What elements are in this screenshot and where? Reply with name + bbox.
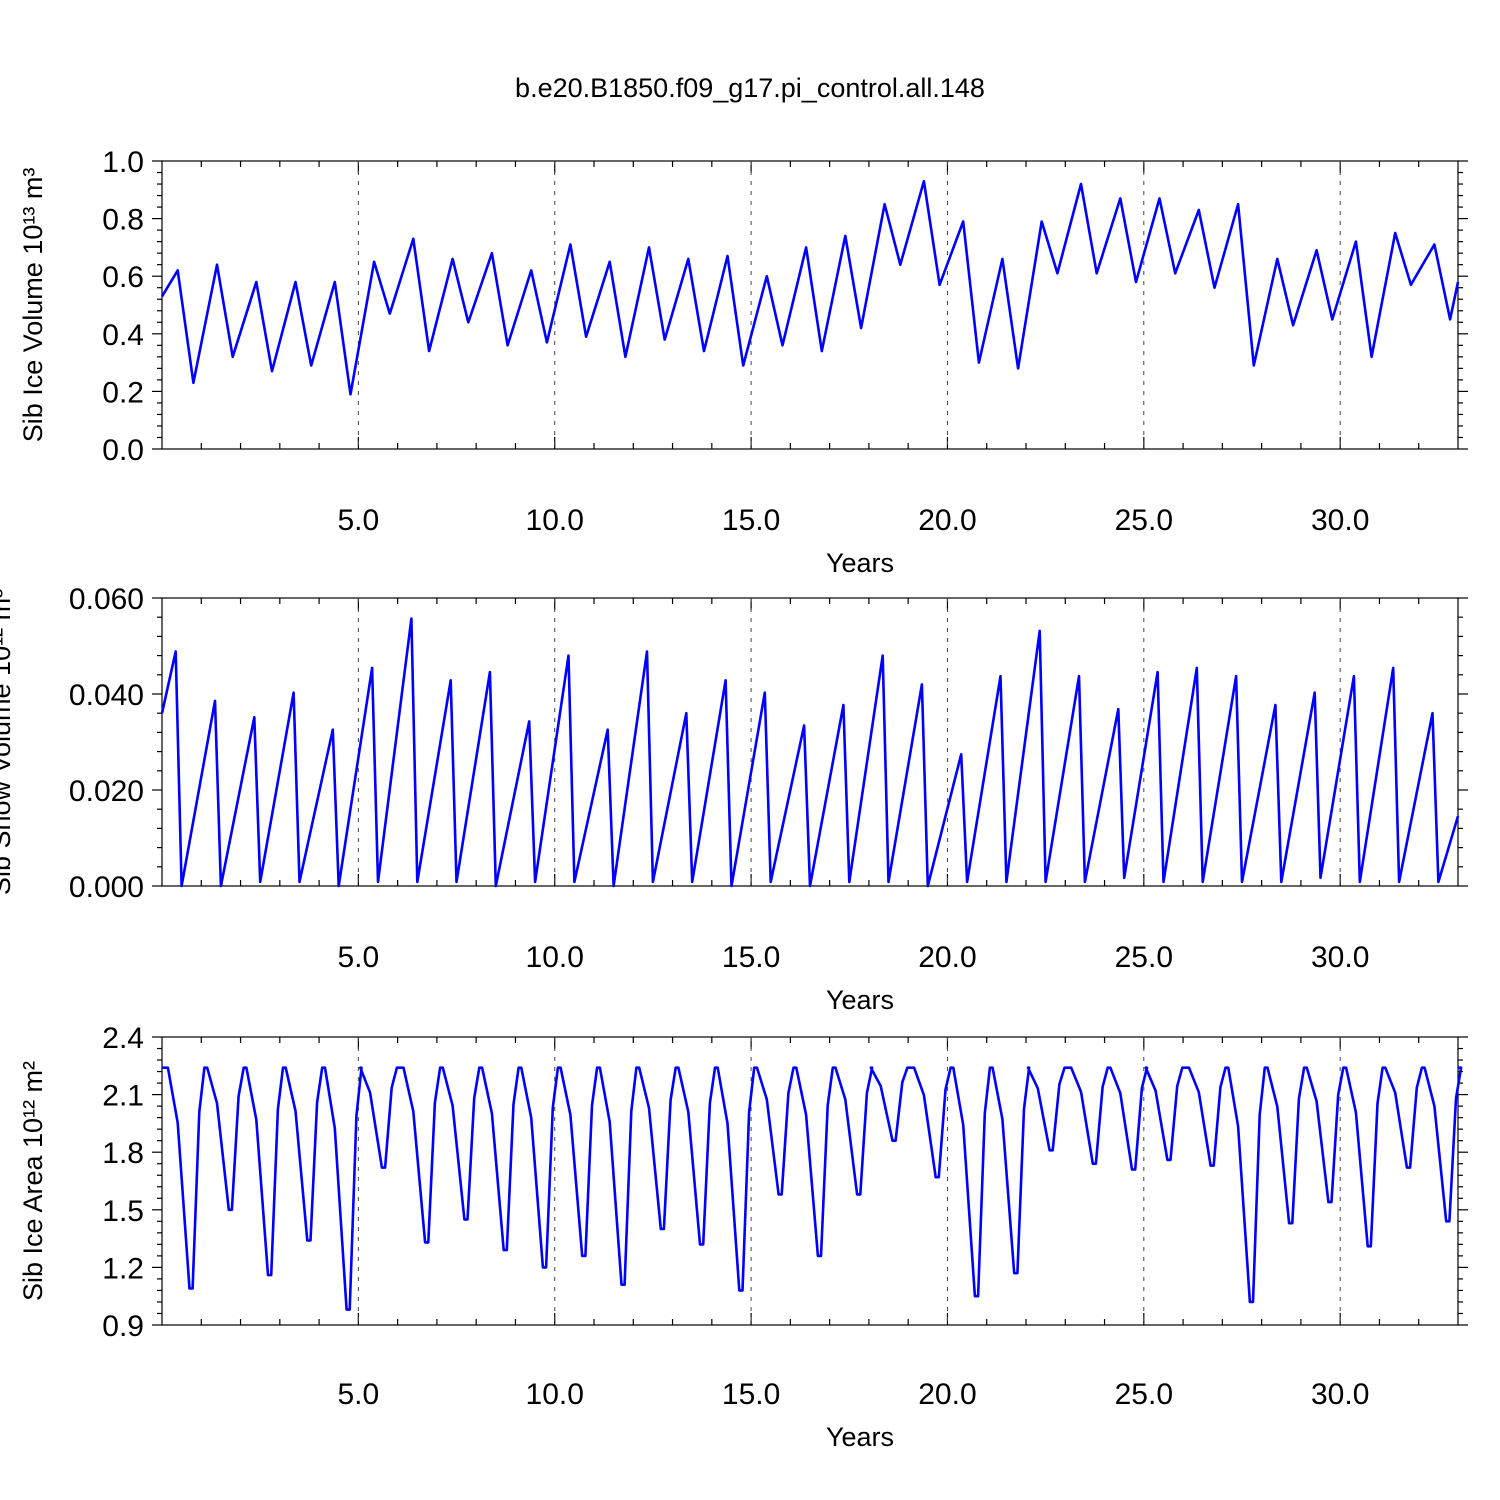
x-tick-label: 25.0 bbox=[1115, 1378, 1173, 1411]
panels: 5.0 10.0 15.0 20.0 25.0 30.0 0.0 0.2 0.4 0.6 0.8 1.… bbox=[0, 146, 1468, 1452]
x-tick-label: 10.0 bbox=[526, 941, 584, 974]
x-tick-label: 5.0 bbox=[338, 1378, 380, 1411]
y-axis-label: Sib Snow Volume 10¹² m³ bbox=[0, 589, 16, 895]
x-axis-label: Years bbox=[826, 548, 894, 578]
x-tick-label: 30.0 bbox=[1311, 1378, 1369, 1411]
x-tick-label: 25.0 bbox=[1115, 504, 1173, 537]
x-tick-label: 10.0 bbox=[526, 1378, 584, 1411]
y-tick-label: 1.5 bbox=[102, 1195, 144, 1228]
y-tick-label: 0.020 bbox=[69, 775, 144, 808]
plot-frame bbox=[161, 1036, 1459, 1326]
plot-frame bbox=[161, 597, 1459, 887]
figure-title: b.e20.B1850.f09_g17.pi_control.all.148 bbox=[515, 73, 985, 103]
y-axis-label: Sib Ice Area 10¹² m² bbox=[18, 1061, 48, 1301]
y-tick-label: 0.2 bbox=[102, 376, 144, 409]
chart-panel-2: 5.0 10.0 15.0 20.0 25.0 30.0 0.000 0.020 0.040 0.… bbox=[0, 583, 1468, 1015]
y-tick-label: 2.1 bbox=[102, 1080, 144, 1113]
x-tick-label: 30.0 bbox=[1311, 504, 1369, 537]
x-tick-label: 25.0 bbox=[1115, 941, 1173, 974]
y-axis-label: Sib Ice Volume 10¹³ m³ bbox=[18, 168, 48, 443]
y-tick-label: 1.2 bbox=[102, 1252, 144, 1285]
x-tick-label: 15.0 bbox=[722, 1378, 780, 1411]
x-tick-label: 20.0 bbox=[918, 1378, 976, 1411]
y-tick-label: 1.0 bbox=[102, 146, 144, 179]
x-tick-label: 10.0 bbox=[526, 504, 584, 537]
plot-frame bbox=[161, 160, 1459, 450]
y-tick-label: 0.4 bbox=[102, 319, 144, 352]
y-tick-label: 0.0 bbox=[102, 434, 144, 467]
y-tick-label: 0.040 bbox=[69, 679, 144, 712]
x-tick-label: 15.0 bbox=[722, 504, 780, 537]
y-tick-label: 0.060 bbox=[69, 583, 144, 616]
x-tick-label: 20.0 bbox=[918, 504, 976, 537]
x-axis-label: Years bbox=[826, 1422, 894, 1452]
x-tick-label: 5.0 bbox=[338, 941, 380, 974]
y-tick-label: 2.4 bbox=[102, 1022, 144, 1055]
series-line bbox=[160, 617, 1460, 888]
y-tick-label: 1.8 bbox=[102, 1137, 144, 1170]
x-tick-label: 30.0 bbox=[1311, 941, 1369, 974]
series-line bbox=[162, 1066, 1463, 1311]
x-tick-label: 15.0 bbox=[722, 941, 780, 974]
chart-panel-3: 5.0 10.0 15.0 20.0 25.0 30.0 0.9 1.2 1.5 1.8 2.1 2.… bbox=[18, 1022, 1468, 1452]
x-axis-label: Years bbox=[826, 985, 894, 1015]
series-line bbox=[160, 179, 1460, 396]
y-tick-label: 0.000 bbox=[69, 871, 144, 904]
y-tick-label: 0.9 bbox=[102, 1310, 144, 1343]
y-tick-label: 0.8 bbox=[102, 204, 144, 237]
x-tick-label: 20.0 bbox=[918, 941, 976, 974]
x-tick-label: 5.0 bbox=[338, 504, 380, 537]
y-tick-label: 0.6 bbox=[102, 261, 144, 294]
chart-panel-1: 5.0 10.0 15.0 20.0 25.0 30.0 0.0 0.2 0.4 0.6 0.8 1.… bbox=[18, 146, 1468, 578]
